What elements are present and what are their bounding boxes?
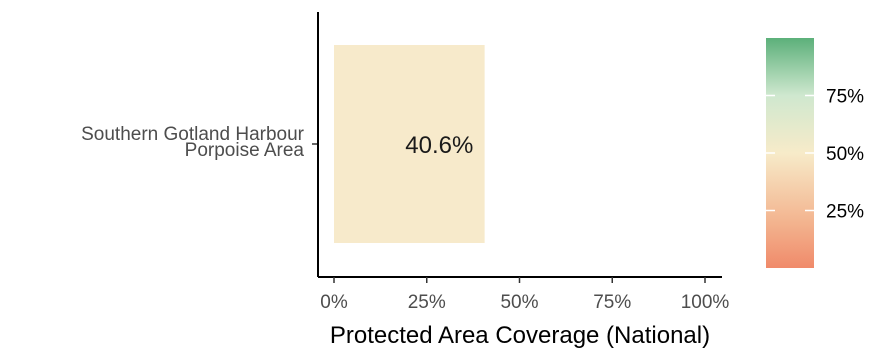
- x-tick-label: 25%: [408, 292, 446, 313]
- x-axis-label: Protected Area Coverage (National): [330, 322, 710, 349]
- x-tick-label: 50%: [500, 292, 538, 313]
- plot-area: 40.6% Southern Gotland Harbour Porpoise Ar…: [81, 12, 729, 313]
- x-tick-label: 100%: [681, 292, 730, 313]
- bar: [334, 45, 485, 243]
- y-tick-label: Southern Gotland Harbour Porpoise Area: [81, 124, 305, 161]
- colorbar-legend: 25% 50% 75%: [766, 38, 864, 268]
- bar-data-label: 40.6%: [405, 132, 473, 159]
- colorbar-tick-label: 25%: [826, 202, 864, 223]
- colorbar-tick-label: 75%: [826, 87, 864, 108]
- x-tick-label: 0%: [320, 292, 348, 313]
- colorbar-tick-label: 50%: [826, 144, 864, 165]
- x-tick-label: 75%: [593, 292, 631, 313]
